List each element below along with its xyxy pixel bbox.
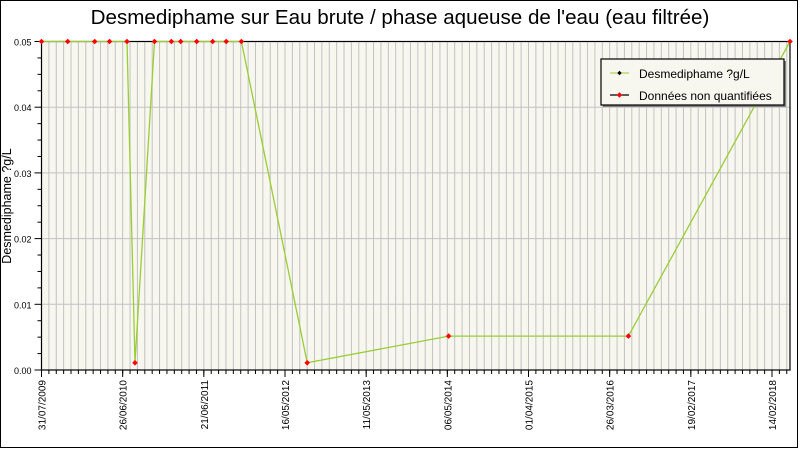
svg-text:26/06/2010: 26/06/2010 — [119, 380, 130, 430]
svg-text:0.05: 0.05 — [14, 38, 32, 48]
svg-text:31/07/2009: 31/07/2009 — [38, 380, 49, 430]
svg-text:Données non quantifiées: Données non quantifiées — [639, 89, 772, 103]
svg-text:19/02/2017: 19/02/2017 — [687, 380, 698, 430]
svg-text:0.02: 0.02 — [14, 235, 32, 245]
svg-text:Desmediphame ?g/L: Desmediphame ?g/L — [639, 67, 750, 81]
svg-text:0.00: 0.00 — [14, 366, 32, 376]
svg-text:01/04/2015: 01/04/2015 — [525, 380, 536, 430]
svg-text:06/05/2014: 06/05/2014 — [443, 380, 454, 430]
svg-text:14/02/2018: 14/02/2018 — [768, 380, 779, 430]
svg-text:11/05/2013: 11/05/2013 — [362, 380, 373, 430]
svg-text:0.01: 0.01 — [14, 300, 32, 310]
svg-text:0.04: 0.04 — [14, 103, 32, 113]
svg-text:16/05/2012: 16/05/2012 — [281, 380, 292, 430]
svg-text:0.03: 0.03 — [14, 169, 32, 179]
svg-text:26/03/2016: 26/03/2016 — [606, 380, 617, 430]
svg-text:21/06/2011: 21/06/2011 — [200, 380, 211, 430]
